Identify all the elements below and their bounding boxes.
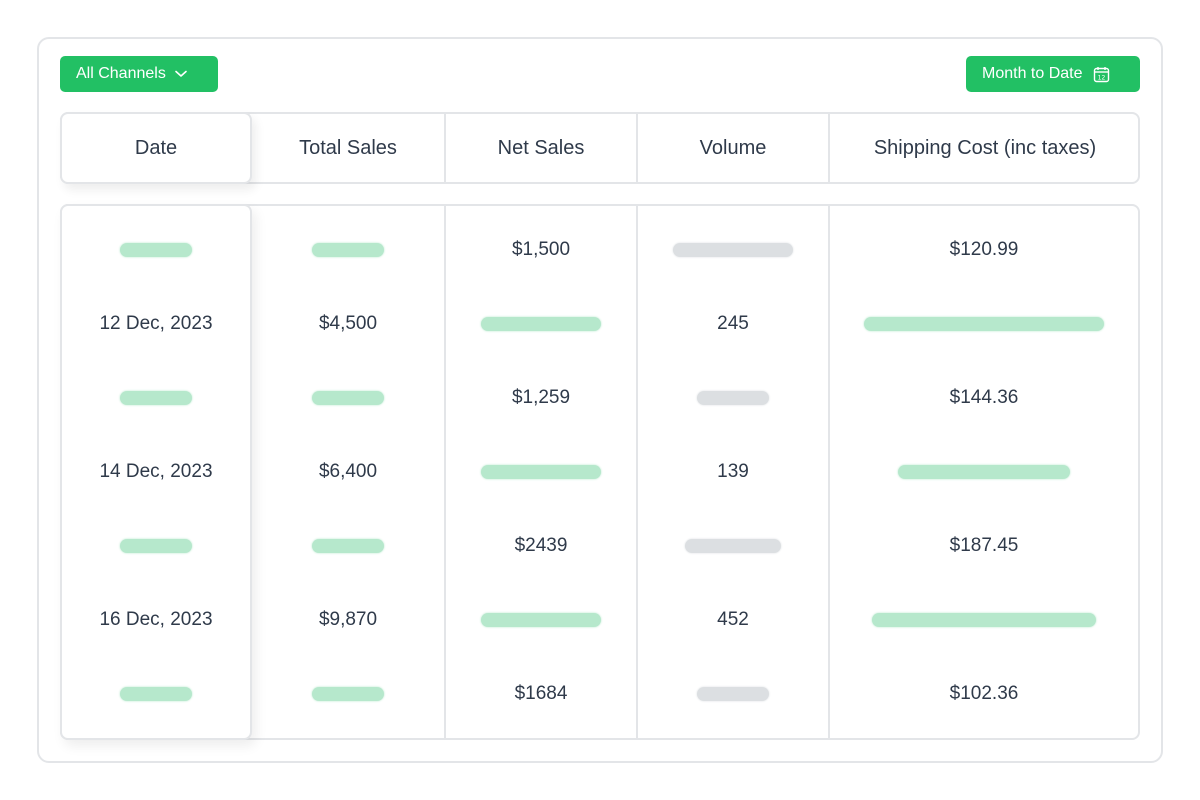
cell-shipping: $144.36 [949, 387, 1019, 408]
cell-date: 12 Dec, 2023 [99, 313, 213, 334]
loading-placeholder-date [62, 230, 250, 270]
skeleton-bar [697, 687, 769, 701]
cell-net-sales: $1,500 [511, 239, 571, 260]
loading-placeholder-volume [638, 526, 828, 566]
column-header-net-sales[interactable]: Net Sales [497, 136, 585, 159]
cell-total-sales: $9,870 [318, 609, 378, 630]
loading-placeholder-net-sales [446, 304, 636, 344]
skeleton-bar [673, 243, 793, 257]
column-divider [636, 112, 638, 184]
loading-placeholder-total-sales [252, 526, 444, 566]
skeleton-bar [312, 539, 384, 553]
chevron-down-icon [175, 70, 187, 78]
skeleton-bar [312, 687, 384, 701]
cell-shipping: $187.45 [949, 535, 1019, 556]
skeleton-bar [898, 465, 1070, 479]
skeleton-bar [685, 539, 781, 553]
column-header-date[interactable]: Date [60, 112, 252, 184]
skeleton-bar [120, 687, 192, 701]
column-divider [444, 112, 446, 184]
svg-text:12: 12 [1097, 74, 1105, 81]
column-header-total-sales[interactable]: Total Sales [299, 136, 397, 159]
cell-net-sales: $1684 [514, 683, 568, 704]
loading-placeholder-volume [638, 674, 828, 714]
channel-filter-label: All Channels [76, 65, 166, 82]
skeleton-bar [120, 539, 192, 553]
cell-volume: 139 [717, 461, 749, 482]
skeleton-bar [481, 465, 601, 479]
loading-placeholder-total-sales [252, 674, 444, 714]
channel-filter-dropdown[interactable]: All Channels [60, 56, 218, 92]
loading-placeholder-shipping [830, 304, 1138, 344]
cell-volume: 452 [717, 609, 749, 630]
cell-date: 14 Dec, 2023 [99, 461, 213, 482]
cell-date: 16 Dec, 2023 [99, 609, 213, 630]
skeleton-bar [864, 317, 1104, 331]
skeleton-bar [312, 243, 384, 257]
loading-placeholder-date [62, 526, 250, 566]
cell-net-sales: $1,259 [511, 387, 571, 408]
loading-placeholder-shipping [830, 600, 1138, 640]
loading-placeholder-total-sales [252, 230, 444, 270]
column-header-volume[interactable]: Volume [699, 136, 767, 159]
loading-placeholder-volume [638, 230, 828, 270]
loading-placeholder-total-sales [252, 378, 444, 418]
calendar-icon: 12 [1093, 66, 1110, 83]
loading-placeholder-net-sales [446, 600, 636, 640]
cell-net-sales: $2439 [514, 535, 568, 556]
cell-total-sales: $6,400 [318, 461, 378, 482]
date-range-button[interactable]: Month to Date 12 [966, 56, 1140, 92]
skeleton-bar [120, 391, 192, 405]
loading-placeholder-net-sales [446, 452, 636, 492]
cell-total-sales: $4,500 [318, 313, 378, 334]
column-header-shipping-cost[interactable]: Shipping Cost (inc taxes) [873, 136, 1097, 159]
skeleton-bar [481, 613, 601, 627]
date-column [60, 204, 252, 740]
cell-volume: 245 [717, 313, 749, 334]
column-divider [636, 204, 638, 740]
skeleton-bar [697, 391, 769, 405]
skeleton-bar [872, 613, 1096, 627]
cell-shipping: $102.36 [949, 683, 1019, 704]
column-divider [444, 204, 446, 740]
skeleton-bar [120, 243, 192, 257]
loading-placeholder-shipping [830, 452, 1138, 492]
date-range-label: Month to Date [982, 65, 1083, 82]
cell-shipping: $120.99 [949, 239, 1019, 260]
skeleton-bar [312, 391, 384, 405]
column-divider [828, 112, 830, 184]
skeleton-bar [481, 317, 601, 331]
loading-placeholder-date [62, 378, 250, 418]
loading-placeholder-date [62, 674, 250, 714]
loading-placeholder-volume [638, 378, 828, 418]
column-divider [828, 204, 830, 740]
